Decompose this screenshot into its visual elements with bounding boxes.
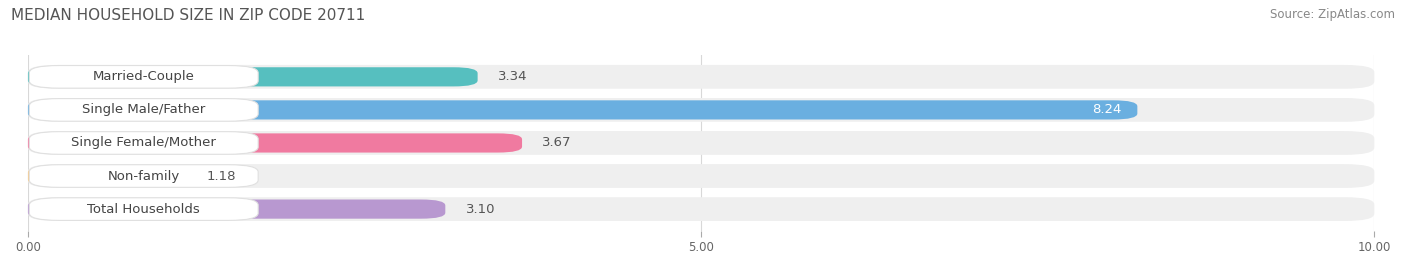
FancyBboxPatch shape	[30, 66, 259, 88]
Text: 3.34: 3.34	[498, 70, 527, 83]
FancyBboxPatch shape	[30, 99, 259, 121]
FancyBboxPatch shape	[30, 198, 259, 220]
Text: Non-family: Non-family	[108, 169, 180, 183]
FancyBboxPatch shape	[28, 131, 1374, 155]
FancyBboxPatch shape	[28, 200, 446, 219]
FancyBboxPatch shape	[28, 197, 1374, 221]
Text: Total Households: Total Households	[87, 203, 200, 215]
FancyBboxPatch shape	[28, 65, 1374, 89]
FancyBboxPatch shape	[28, 167, 187, 186]
FancyBboxPatch shape	[28, 67, 478, 86]
FancyBboxPatch shape	[30, 132, 259, 154]
Text: Source: ZipAtlas.com: Source: ZipAtlas.com	[1270, 8, 1395, 21]
Text: MEDIAN HOUSEHOLD SIZE IN ZIP CODE 20711: MEDIAN HOUSEHOLD SIZE IN ZIP CODE 20711	[11, 8, 366, 23]
Text: Single Male/Father: Single Male/Father	[82, 103, 205, 116]
Text: 3.67: 3.67	[543, 136, 572, 150]
FancyBboxPatch shape	[28, 164, 1374, 188]
Text: 8.24: 8.24	[1092, 103, 1121, 116]
Text: Single Female/Mother: Single Female/Mother	[72, 136, 217, 150]
FancyBboxPatch shape	[28, 98, 1374, 122]
Text: Married-Couple: Married-Couple	[93, 70, 194, 83]
FancyBboxPatch shape	[28, 133, 522, 153]
FancyBboxPatch shape	[28, 100, 1137, 119]
FancyBboxPatch shape	[30, 165, 259, 187]
Text: 1.18: 1.18	[207, 169, 236, 183]
Text: 3.10: 3.10	[465, 203, 495, 215]
